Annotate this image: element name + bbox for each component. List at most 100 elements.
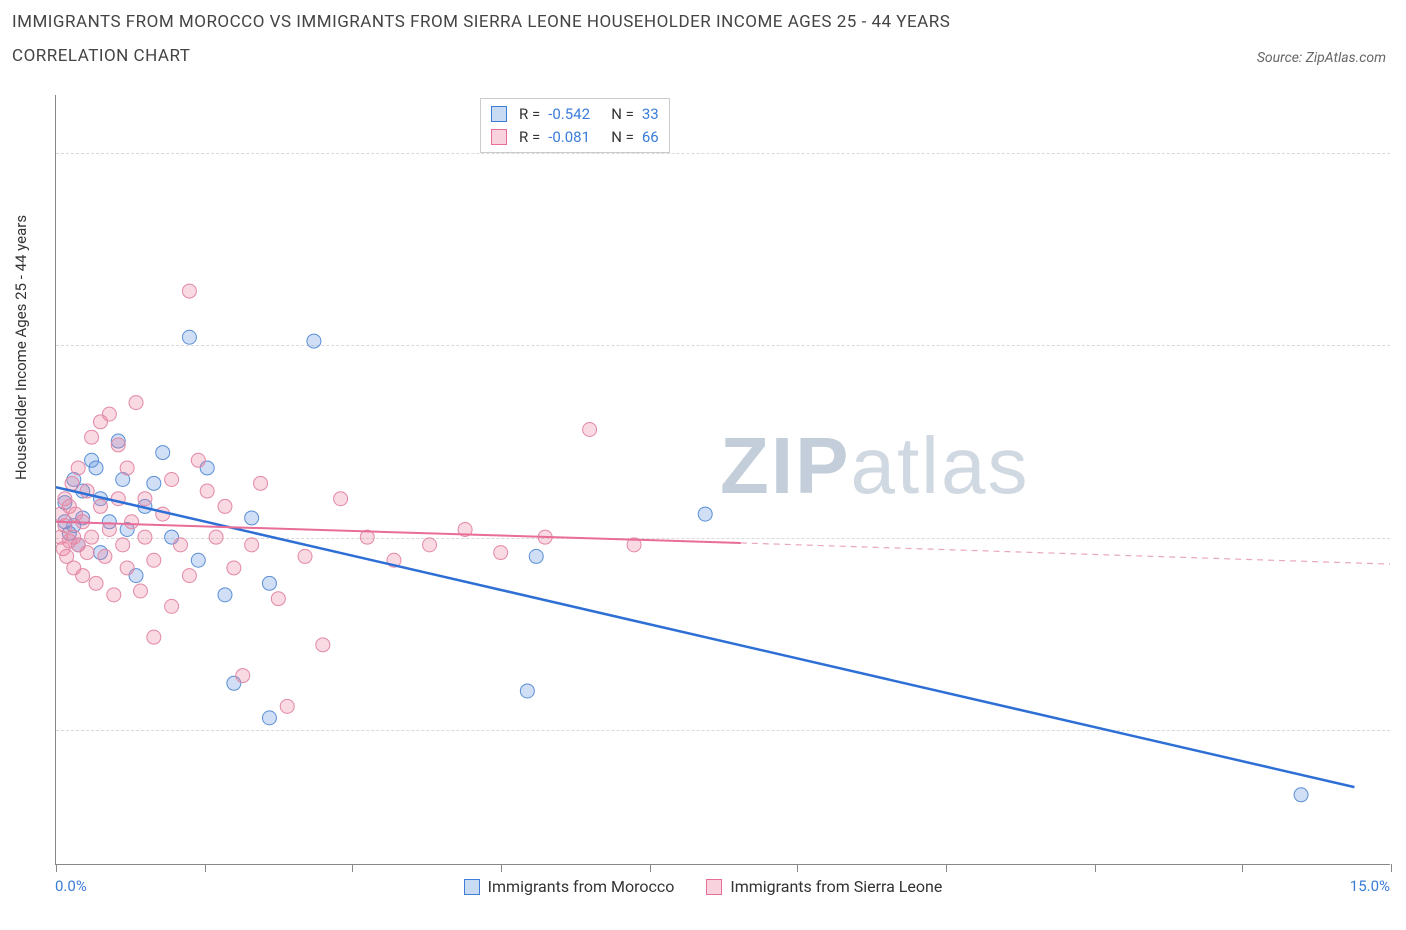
chart-subtitle: CORRELATION CHART	[12, 46, 1386, 66]
data-point	[334, 492, 348, 506]
data-point	[89, 461, 103, 475]
x-tick	[797, 864, 798, 872]
swatch-blue-icon	[464, 879, 480, 895]
data-point	[80, 546, 94, 560]
y-tick-label: $200,000	[1395, 144, 1406, 162]
data-point	[209, 530, 223, 544]
trend-line-extrapolated	[741, 543, 1390, 564]
data-point	[191, 453, 205, 467]
data-point	[89, 576, 103, 590]
data-point	[85, 530, 99, 544]
x-tick	[650, 864, 651, 872]
trend-line	[56, 487, 1354, 787]
x-tick	[1095, 864, 1096, 872]
data-point	[120, 561, 134, 575]
data-point	[125, 515, 139, 529]
data-point	[218, 499, 232, 513]
data-point	[71, 461, 85, 475]
n-value-morocco: 33	[642, 103, 659, 126]
data-point	[182, 284, 196, 298]
x-tick	[501, 864, 502, 872]
plot-area: $50,000$100,000$150,000$200,000	[55, 95, 1390, 865]
scatter-plot	[56, 95, 1390, 864]
data-point	[520, 684, 534, 698]
data-point	[271, 592, 285, 606]
r-label: R =	[519, 103, 540, 126]
y-tick-label: $50,000	[1395, 721, 1406, 739]
data-point	[316, 638, 330, 652]
swatch-pink-icon	[706, 879, 722, 895]
y-tick-label: $100,000	[1395, 529, 1406, 547]
data-point	[262, 711, 276, 725]
data-point	[111, 438, 125, 452]
legend-label-morocco: Immigrants from Morocco	[488, 877, 675, 896]
data-point	[102, 407, 116, 421]
data-point	[529, 549, 543, 563]
data-point	[107, 588, 121, 602]
x-tick	[1391, 864, 1392, 872]
data-point	[85, 430, 99, 444]
data-point	[98, 549, 112, 563]
data-point	[262, 576, 276, 590]
r-value-sierra-leone: -0.081	[548, 126, 603, 149]
data-point	[245, 511, 259, 525]
data-point	[280, 699, 294, 713]
chart-title: IMMIGRANTS FROM MOROCCO VS IMMIGRANTS FR…	[12, 10, 1386, 36]
data-point	[129, 396, 143, 410]
data-point	[133, 584, 147, 598]
data-point	[138, 530, 152, 544]
legend-row-sierra-leone: R = -0.081 N = 66	[491, 126, 659, 149]
legend-item-sierra-leone: Immigrants from Sierra Leone	[706, 877, 942, 896]
data-point	[116, 538, 130, 552]
n-value-sierra-leone: 66	[642, 126, 659, 149]
trend-line	[56, 522, 741, 543]
data-point	[698, 507, 712, 521]
data-point	[423, 538, 437, 552]
swatch-pink-icon	[491, 129, 507, 145]
legend-row-morocco: R = -0.542 N = 33	[491, 103, 659, 126]
data-point	[245, 538, 259, 552]
data-point	[494, 546, 508, 560]
data-point	[200, 484, 214, 498]
n-label: N =	[611, 126, 634, 149]
source-attribution: Source: ZipAtlas.com	[1257, 50, 1386, 66]
x-tick	[946, 864, 947, 872]
data-point	[182, 330, 196, 344]
data-point	[93, 499, 107, 513]
x-tick	[1242, 864, 1243, 872]
data-point	[76, 569, 90, 583]
data-point	[165, 599, 179, 613]
x-tick	[352, 864, 353, 872]
data-point	[174, 538, 188, 552]
r-value-morocco: -0.542	[548, 103, 603, 126]
legend-label-sierra-leone: Immigrants from Sierra Leone	[730, 877, 942, 896]
data-point	[182, 569, 196, 583]
data-point	[147, 476, 161, 490]
data-point	[156, 446, 170, 460]
data-point	[191, 553, 205, 567]
x-tick	[205, 864, 206, 872]
legend-item-morocco: Immigrants from Morocco	[464, 877, 675, 896]
data-point	[165, 473, 179, 487]
series-legend: Immigrants from Morocco Immigrants from …	[0, 877, 1406, 899]
data-point	[236, 669, 250, 683]
data-point	[218, 588, 232, 602]
n-label: N =	[611, 103, 634, 126]
data-point	[298, 549, 312, 563]
y-tick-label: $150,000	[1395, 336, 1406, 354]
r-label: R =	[519, 126, 540, 149]
data-point	[147, 630, 161, 644]
data-point	[147, 553, 161, 567]
data-point	[58, 519, 72, 533]
data-point	[138, 492, 152, 506]
data-point	[1294, 788, 1308, 802]
data-point	[65, 476, 79, 490]
y-axis-title: Householder Income Ages 25 - 44 years	[12, 215, 30, 480]
data-point	[583, 423, 597, 437]
data-point	[120, 461, 134, 475]
correlation-legend: R = -0.542 N = 33 R = -0.081 N = 66	[480, 98, 670, 153]
data-point	[307, 334, 321, 348]
data-point	[227, 561, 241, 575]
swatch-blue-icon	[491, 106, 507, 122]
chart-header: IMMIGRANTS FROM MOROCCO VS IMMIGRANTS FR…	[12, 10, 1386, 66]
